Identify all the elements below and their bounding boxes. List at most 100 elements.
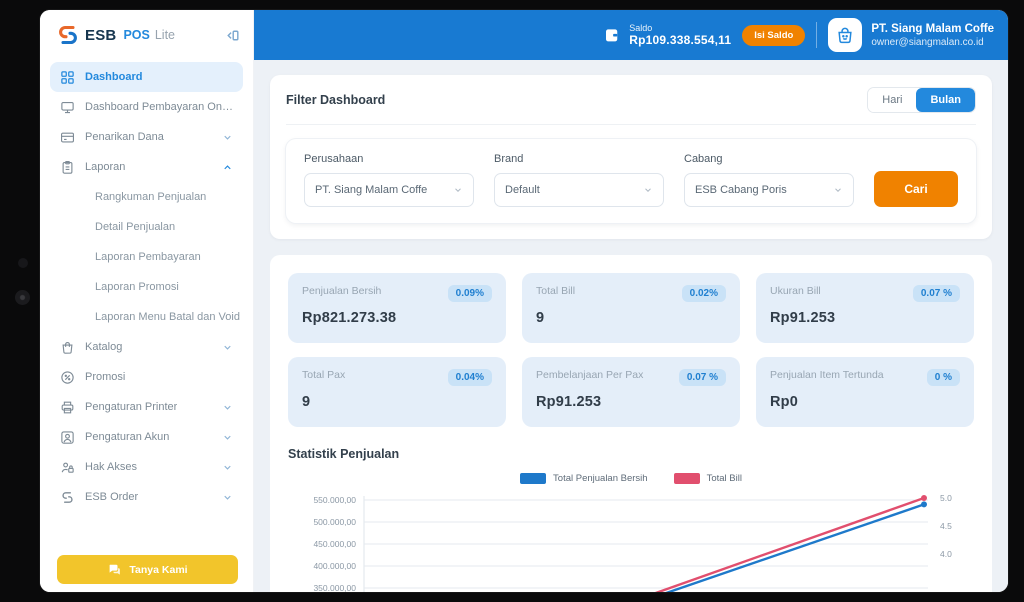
status-badge: 0.07 %: [678, 369, 726, 386]
stat-card-pembelanjaan-per-pax: Pembelanjaan Per Pax 0.07 % Rp91.253: [522, 357, 740, 427]
logo-text-pos: POS: [123, 28, 150, 42]
company-email: owner@siangmalan.co.id: [871, 37, 984, 49]
shopping-bag-icon: [60, 340, 75, 355]
sidebar-item-promosi[interactable]: Promosi: [50, 362, 243, 392]
stat-card-total-pax: Total Pax 0.04% 9: [288, 357, 506, 427]
stat-card-penjualan-bersih: Penjualan Bersih 0.09% Rp821.273.38: [288, 273, 506, 343]
percent-circle-icon: [60, 370, 75, 385]
topbar-divider: [816, 22, 818, 48]
chevron-down-icon: [222, 342, 233, 353]
legend-swatch-red: [673, 473, 700, 484]
store-bag-icon: [838, 27, 852, 44]
sidebar-item-pengaturan-printer[interactable]: Pengaturan Printer: [50, 392, 243, 422]
chevron-down-icon: [222, 402, 233, 413]
chart-legend: Total Penjualan Bersih Total Bill: [288, 473, 974, 484]
svg-text:4.0: 4.0: [940, 549, 952, 559]
chevron-down-icon: [453, 185, 463, 195]
account-menu[interactable]: PT. Siang Malam Coffe owner@siangmalan.c…: [828, 18, 994, 52]
tablet-camera-dot: [18, 258, 28, 268]
sidebar-item-hak-akses[interactable]: Hak Akses: [50, 452, 243, 482]
perusahaan-label: Perusahaan: [304, 153, 364, 165]
legend-swatch-blue: [520, 473, 547, 484]
sidebar-item-dashboard[interactable]: Dashboard: [50, 62, 243, 92]
sidebar-item-penarikan-dana[interactable]: Penarikan Dana: [50, 122, 243, 152]
collapse-sidebar-icon: [227, 30, 239, 40]
sidebar-subitem-rangkuman-penjualan[interactable]: Rangkuman Penjualan: [95, 191, 207, 203]
sidebar-subitem-detail-penjualan[interactable]: Detail Penjualan: [95, 221, 176, 233]
saldo-label: Saldo: [629, 23, 653, 33]
chevron-down-icon: [222, 462, 233, 473]
esb-logo-icon: [56, 23, 80, 47]
field-brand: Brand Default: [494, 153, 664, 207]
company-name: PT. Siang Malam Coffe: [871, 22, 994, 35]
access-lock-icon: [60, 460, 75, 475]
stat-card-ukuran-bill: Ukuran Bill 0.07 % Rp91.253: [756, 273, 974, 343]
status-badge: 0.02%: [681, 285, 726, 302]
brand-select[interactable]: Default: [494, 173, 664, 207]
topbar: Saldo Rp109.338.554,11 Isi Saldo PT. Sia…: [254, 10, 1008, 60]
collapse-sidebar-button[interactable]: [222, 25, 243, 46]
dashboard-grid-icon: [60, 70, 75, 85]
status-badge: 0.09%: [447, 285, 492, 302]
chevron-down-icon: [222, 132, 233, 143]
sales-chart: 550.000,00 500.000,00 450.000,00 400.000…: [313, 493, 952, 592]
sidebar-header: ESB POS Lite: [40, 10, 253, 60]
chart-title: Statistik Penjualan: [288, 447, 400, 461]
sidebar-item-katalog[interactable]: Katalog: [50, 332, 243, 362]
logo-text-esb: ESB: [85, 26, 117, 44]
svg-text:450.000,00: 450.000,00: [313, 539, 356, 549]
chevron-down-icon: [222, 492, 233, 503]
toggle-bulan-button[interactable]: Bulan: [916, 88, 975, 112]
content-region: Saldo Rp109.338.554,11 Isi Saldo PT. Sia…: [254, 10, 1008, 592]
sidebar: ESB POS Lite Dashboard Dashboard Pembayara…: [40, 10, 254, 592]
chevron-down-icon: [222, 432, 233, 443]
sidebar-item-dashboard-pembayaran-online[interactable]: Dashboard Pembayaran Online: [50, 92, 243, 122]
main-content: Filter Dashboard Hari Bulan Perusahaan P…: [254, 60, 1008, 592]
isi-saldo-button[interactable]: Isi Saldo: [742, 24, 806, 46]
cabang-label: Cabang: [684, 153, 723, 165]
company-avatar: [828, 18, 863, 52]
brand-label: Brand: [494, 153, 524, 165]
saldo-value: Rp109.338.554,11: [629, 33, 732, 47]
clipboard-icon: [60, 160, 75, 175]
sidebar-item-laporan[interactable]: Laporan: [50, 152, 243, 182]
field-perusahaan: Perusahaan PT. Siang Malam Coffe: [304, 153, 474, 207]
filter-header: Filter Dashboard Hari Bulan: [286, 87, 976, 125]
stat-card-penjualan-item-tertunda: Penjualan Item Tertunda 0 % Rp0: [756, 357, 974, 427]
legend-total-penjualan-bersih: Total Penjualan Bersih: [520, 473, 648, 484]
sidebar-subitem-laporan-promosi[interactable]: Laporan Promosi: [95, 281, 179, 293]
svg-text:550.000,00: 550.000,00: [313, 495, 356, 505]
card-icon: [60, 130, 75, 145]
svg-text:350.000,00: 350.000,00: [313, 583, 356, 592]
stats-grid: Penjualan Bersih 0.09% Rp821.273.38 Total…: [288, 273, 974, 427]
period-toggle: Hari Bulan: [867, 87, 976, 113]
stat-card-total-bill: Total Bill 0.02% 9: [522, 273, 740, 343]
app-screen: ESB POS Lite Dashboard Dashboard Pembayara…: [40, 10, 1008, 592]
filter-title: Filter Dashboard: [286, 93, 386, 107]
monitor-icon: [60, 100, 75, 115]
tanya-kami-button[interactable]: Tanya Kami: [57, 555, 238, 584]
esb-order-icon: [60, 490, 75, 505]
logo-text-lite: Lite: [154, 28, 176, 42]
filter-fields-card: Perusahaan PT. Siang Malam Coffe Brand D…: [286, 139, 976, 223]
cabang-select[interactable]: ESB Cabang Poris: [684, 173, 854, 207]
cari-button[interactable]: Cari: [874, 171, 958, 207]
chevron-down-icon: [833, 185, 843, 195]
status-badge: 0.07 %: [912, 285, 960, 302]
sidebar-subitem-laporan-pembayaran[interactable]: Laporan Pembayaran: [95, 251, 201, 263]
toggle-hari-button[interactable]: Hari: [868, 88, 917, 112]
field-cabang: Cabang ESB Cabang Poris: [684, 153, 854, 207]
printer-icon: [60, 400, 75, 415]
status-badge: 0.04%: [447, 369, 492, 386]
tablet-camera-icon: [15, 290, 30, 305]
filter-dashboard-card: Filter Dashboard Hari Bulan Perusahaan P…: [270, 75, 992, 239]
perusahaan-select[interactable]: PT. Siang Malam Coffe: [304, 173, 474, 207]
sidebar-item-esb-order[interactable]: ESB Order: [50, 482, 243, 512]
chevron-down-icon: [643, 185, 653, 195]
chevron-up-icon: [222, 162, 233, 173]
sidebar-subitem-laporan-menu-batal-void[interactable]: Laporan Menu Batal dan Void: [95, 311, 240, 323]
wallet-icon: [606, 29, 618, 42]
sidebar-menu: Dashboard Dashboard Pembayaran Online Pe…: [40, 60, 253, 552]
svg-text:500.000,00: 500.000,00: [313, 517, 356, 527]
sidebar-item-pengaturan-akun[interactable]: Pengaturan Akun: [50, 422, 243, 452]
